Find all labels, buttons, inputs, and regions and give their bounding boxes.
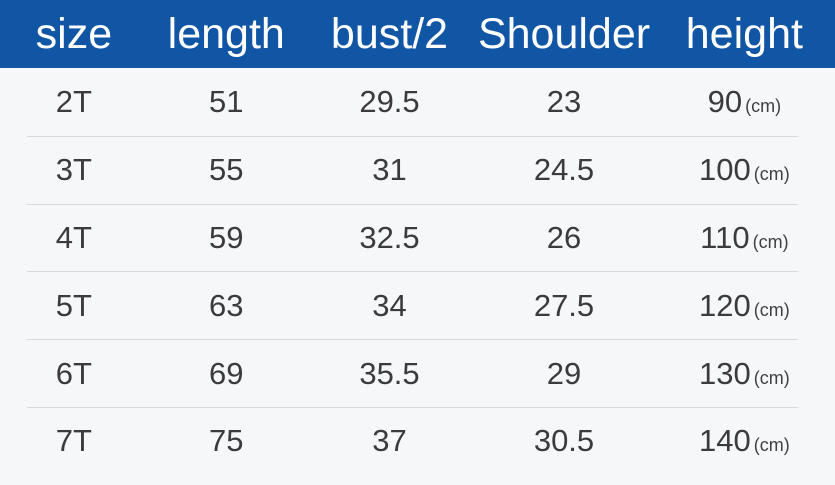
table-row: 2T 51 29.5 23 90 (cm) [0, 68, 835, 136]
cell-size: 7T [55, 423, 92, 459]
cell-shoulder: 26 [546, 219, 582, 255]
table-row: 6T 69 35.5 29 130 (cm) [0, 339, 835, 407]
cell-shoulder: 29 [546, 355, 582, 391]
height-unit-label: (cm) [753, 164, 790, 185]
cell-size: 5T [55, 287, 92, 323]
height-value: 100 [699, 152, 751, 188]
table-row: 4T 59 32.5 26 110 (cm) [0, 203, 835, 272]
height-value: 90 [707, 84, 743, 120]
cell-bust: 32.5 [359, 219, 420, 255]
height-value: 120 [699, 287, 751, 323]
cell-bust: 34 [372, 287, 407, 323]
cell-shoulder: 27.5 [533, 287, 595, 323]
cell-height: 100 (cm) [654, 154, 835, 185]
column-header-height: height [685, 9, 803, 58]
cell-length: 69 [209, 355, 244, 391]
height-unit-label: (cm) [753, 435, 790, 456]
table-row: 3T 55 31 24.5 100 (cm) [0, 135, 835, 204]
cell-shoulder: 23 [546, 84, 582, 120]
cell-shoulder: 24.5 [533, 152, 595, 188]
cell-size: 2T [55, 84, 92, 120]
cell-length: 63 [209, 287, 244, 323]
height-value: 110 [700, 219, 750, 255]
cell-height: 120 (cm) [654, 290, 835, 321]
cell-height: 110 (cm) [654, 222, 835, 253]
cell-bust: 37 [372, 423, 407, 459]
cell-shoulder: 30.5 [533, 423, 595, 459]
cell-height: 140 (cm) [654, 425, 835, 456]
height-value: 130 [699, 355, 751, 391]
cell-bust: 35.5 [359, 355, 420, 391]
column-header-bust: bust/2 [330, 9, 449, 58]
cell-length: 75 [209, 423, 244, 459]
size-chart-body: 2T 51 29.5 23 90 (cm) 3T 55 31 24.5 100 … [0, 68, 835, 475]
cell-size: 3T [55, 152, 92, 188]
height-unit-label: (cm) [752, 231, 789, 252]
column-header-size: size [35, 9, 113, 58]
column-header-length: length [167, 9, 285, 58]
cell-bust: 29.5 [359, 84, 420, 120]
size-chart-header-row: size length bust/2 Shoulder height [0, 0, 835, 68]
cell-length: 55 [209, 152, 244, 188]
cell-height: 130 (cm) [654, 358, 835, 389]
height-unit-label: (cm) [753, 367, 790, 388]
height-unit-label: (cm) [745, 96, 782, 117]
cell-bust: 31 [372, 152, 407, 188]
height-unit-label: (cm) [753, 299, 790, 320]
table-row: 7T 75 37 30.5 140 (cm) [0, 406, 835, 475]
column-header-shoulder: Shoulder [477, 9, 651, 58]
table-row: 5T 63 34 27.5 120 (cm) [0, 271, 835, 339]
height-value: 140 [699, 423, 751, 459]
cell-length: 59 [209, 219, 244, 255]
cell-size: 6T [55, 355, 92, 391]
cell-height: 90 (cm) [654, 86, 835, 117]
cell-length: 51 [209, 84, 244, 120]
cell-size: 4T [55, 219, 92, 255]
